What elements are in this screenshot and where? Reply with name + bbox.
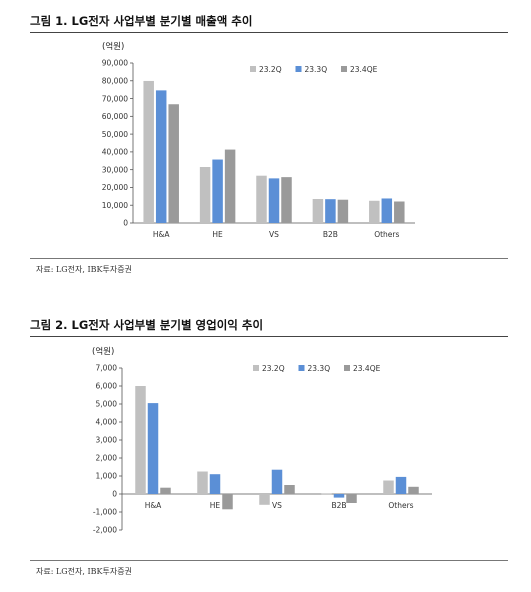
y-tick-label: 70,000 [102,94,128,103]
legend-entry: 23.4QE [353,364,381,373]
chart-2-operating-profit: (억원) -2,000 -1,000 0 1,000 2,000 3,000 4,000 5,0… [92,346,432,535]
y-tick-label: 3,000 [96,436,118,445]
bar-23.3Q-H&A [147,403,159,494]
bar-23.2Q-B2B [312,199,324,223]
bar-23.2Q-H&A [143,80,154,223]
y-tick-label: 40,000 [102,148,128,157]
figure-1-bottom-rule [30,258,508,259]
legend-entry: 23.4QE [350,65,378,74]
x-tick-label: HE [212,230,223,239]
unit-label: (억원) [102,41,124,52]
legend-swatch [295,66,302,72]
bar-23.2Q-VS [259,494,270,505]
y-tick-label: 2,000 [96,454,118,463]
y-tick-label: 7,000 [96,364,118,373]
figure-1-source: 자료: LG전자, IBK투자증권 [36,265,132,274]
bar-23.3Q-VS [268,178,280,223]
chart-1-revenue: (억원) 0 10,000 20,000 30,000 40,000 50,000 60,00… [102,41,415,239]
bar-23.4QE-VS [281,177,292,223]
bar-23.4QE-B2B [346,494,357,503]
figure-1-top-rule [30,32,508,33]
legend-entry: 23.2Q [262,364,285,373]
y-tick-label: 0 [123,219,128,228]
bar-23.3Q-B2B [325,199,336,223]
bar-23.3Q-VS [271,469,283,494]
bar-23.4QE-VS [284,485,295,494]
bar-23.3Q-Others [395,476,407,494]
legend-entry: 23.3Q [305,65,328,74]
bar-23.4QE-HE [222,494,233,510]
figure-1-title: 그림 1. LG전자 사업부별 분기별 매출액 추이 [30,14,253,28]
x-tick-label: B2B [323,230,338,239]
figure-2-top-rule [30,336,508,337]
y-tick-label: 4,000 [96,418,118,427]
bar-23.3Q-HE [212,159,223,223]
bar-23.3Q-HE [209,474,221,494]
y-tick-label: 30,000 [102,165,128,174]
figure-2-source: 자료: LG전자, IBK투자증권 [36,567,132,576]
legend-entry: 23.3Q [308,364,331,373]
unit-label: (억원) [92,346,114,357]
bar-23.3Q-H&A [155,90,167,223]
y-tick-label: 20,000 [102,183,128,192]
x-tick-label: HE [210,501,221,510]
legend-swatch [344,365,350,371]
x-tick-label: H&A [153,230,170,239]
figure-2-bottom-rule [30,560,508,561]
bar-23.2Q-B2B [321,493,332,495]
bar-23.2Q-H&A [135,386,146,494]
bar-23.2Q-VS [256,175,267,223]
y-tick-label: 90,000 [102,59,128,68]
legend-swatch [250,66,256,72]
x-tick-label: H&A [145,501,162,510]
bar-23.3Q-B2B [333,494,345,498]
y-tick-label: -2,000 [93,526,117,535]
x-tick-label: VS [272,501,282,510]
y-tick-label: -1,000 [93,508,117,517]
y-tick-label: 10,000 [102,201,128,210]
y-tick-label: 6,000 [96,382,118,391]
bar-23.2Q-Others [369,200,380,223]
bar-23.4QE-Others [408,486,419,494]
bar-23.2Q-HE [197,471,208,494]
bar-23.2Q-HE [199,167,211,223]
bar-23.3Q-Others [381,198,393,223]
x-tick-label: VS [269,230,279,239]
legend-swatch [253,365,259,371]
bar-23.4QE-Others [394,201,405,223]
bar-23.4QE-B2B [337,199,349,223]
y-tick-label: 0 [112,490,117,499]
bar-23.4QE-H&A [160,487,171,494]
legend-entry: 23.2Q [259,65,282,74]
bar-23.2Q-Others [383,480,394,494]
y-tick-label: 50,000 [102,130,128,139]
bar-23.4QE-H&A [168,104,179,223]
x-tick-label: Others [388,501,413,510]
x-tick-label: Others [374,230,399,239]
y-tick-label: 5,000 [96,400,118,409]
legend-swatch [341,66,347,72]
figure-2-title: 그림 2. LG전자 사업부별 분기별 영업이익 추이 [30,318,264,332]
x-tick-label: B2B [331,501,346,510]
y-tick-label: 1,000 [96,472,118,481]
y-tick-label: 60,000 [102,112,128,121]
bar-23.4QE-HE [224,149,236,223]
legend-swatch [298,365,305,371]
y-tick-label: 80,000 [102,76,128,85]
